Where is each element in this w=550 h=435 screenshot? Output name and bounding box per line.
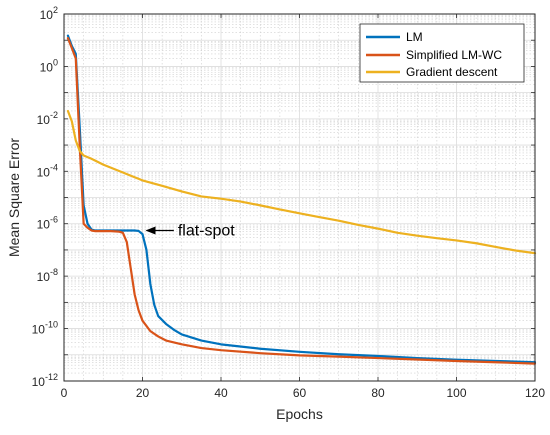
y-tick-base: 10 xyxy=(40,8,54,22)
y-tick-exponent: -4 xyxy=(50,162,58,172)
x-tick-label: 20 xyxy=(136,386,150,400)
y-tick-base: 10 xyxy=(40,60,54,74)
x-tick-label: 120 xyxy=(525,386,545,400)
y-axis-label: Mean Square Error xyxy=(6,138,22,257)
y-tick-exponent: -12 xyxy=(45,372,58,382)
series-layer xyxy=(66,34,537,365)
x-tick-label: 0 xyxy=(61,386,68,400)
x-tick-label: 80 xyxy=(371,386,385,400)
y-tick-base: 10 xyxy=(37,165,51,179)
x-tick-label: 40 xyxy=(214,386,228,400)
series-line-0 xyxy=(66,34,537,364)
y-tick-exponent: -6 xyxy=(50,215,58,225)
y-tick-base: 10 xyxy=(37,113,51,127)
y-tick-base: 10 xyxy=(37,270,51,284)
series-line-1 xyxy=(66,37,537,365)
legend-label-lm: LM xyxy=(406,30,423,44)
y-tick-label: 10-12 xyxy=(32,372,58,389)
y-tick-label: 10-10 xyxy=(32,320,58,337)
series-line-2 xyxy=(66,109,537,255)
legend: LM Simplified LM-WC Gradient descent xyxy=(359,23,525,83)
y-tick-label: 102 xyxy=(40,5,58,22)
x-axis-label: Epochs xyxy=(276,406,323,422)
y-tick-base: 10 xyxy=(37,218,51,232)
y-tick-base: 10 xyxy=(32,375,46,389)
x-tick-label: 100 xyxy=(446,386,466,400)
legend-label-gradient-descent: Gradient descent xyxy=(406,65,498,79)
y-tick-label: 10-4 xyxy=(37,162,58,179)
y-tick-exponent: -8 xyxy=(50,267,58,277)
x-tick-label: 60 xyxy=(293,386,307,400)
y-tick-label: 10-6 xyxy=(37,215,58,232)
tick-marks xyxy=(63,13,536,382)
y-tick-exponent: -2 xyxy=(50,110,58,120)
y-tick-base: 10 xyxy=(32,323,46,337)
y-tick-label: 10-8 xyxy=(37,267,58,284)
legend-label-simplified-lm-wc: Simplified LM-WC xyxy=(406,48,502,62)
y-tick-exponent: 0 xyxy=(53,57,58,67)
flat-spot-annotation: flat-spot xyxy=(145,223,235,240)
x-tick-labels: 0 20 40 60 80 100 120 xyxy=(61,386,546,400)
y-tick-exponent: -10 xyxy=(45,320,58,330)
y-tick-label: 100 xyxy=(40,57,58,74)
y-tick-label: 10-2 xyxy=(37,110,58,127)
flat-spot-label: flat-spot xyxy=(178,223,235,240)
y-tick-exponent: 2 xyxy=(53,5,58,15)
